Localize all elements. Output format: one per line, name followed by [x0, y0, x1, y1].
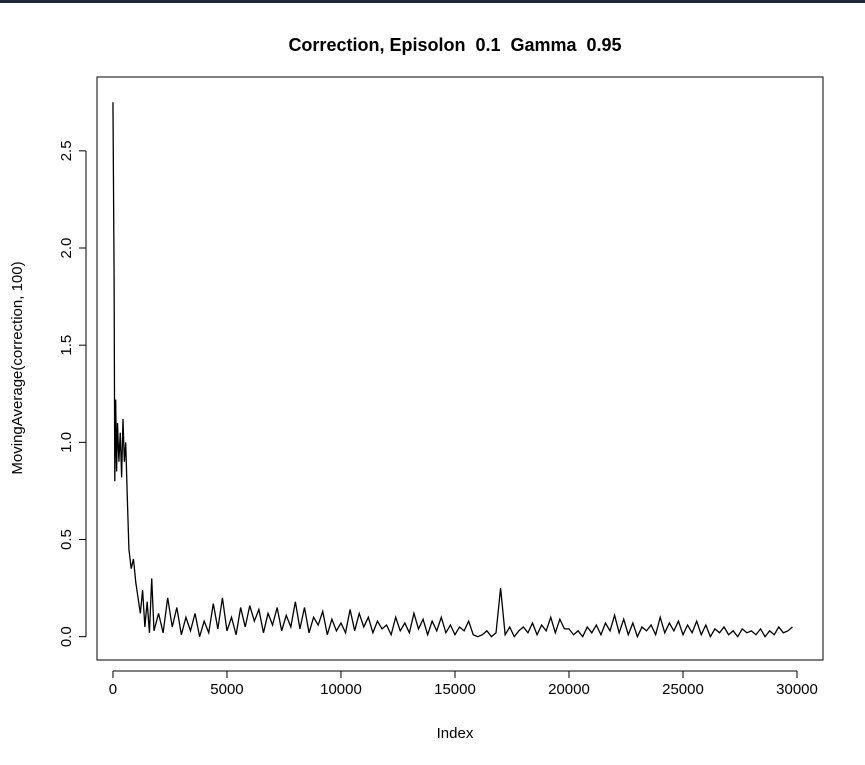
y-tick-label: 2.5 — [58, 140, 75, 161]
y-tick-label: 2.0 — [58, 238, 75, 259]
y-tick-label: 1.0 — [58, 432, 75, 453]
plot-box — [96, 76, 824, 661]
x-tick-label: 15000 — [434, 681, 476, 698]
x-tick-label: 10000 — [320, 681, 362, 698]
x-tick-label: 25000 — [662, 681, 704, 698]
window-top-bar — [0, 0, 865, 3]
data-line — [112, 102, 793, 639]
x-axis-title: Index — [437, 725, 474, 742]
x-tick-label: 20000 — [548, 681, 590, 698]
y-tick-label: 1.5 — [58, 335, 75, 356]
x-tick-label: 0 — [109, 681, 117, 698]
y-tick-label: 0.0 — [58, 626, 75, 647]
y-axis-title: MovingAverage(correction, 100) — [9, 261, 26, 474]
chart-title: Correction, Episolon 0.1 Gamma 0.95 — [288, 35, 621, 55]
x-tick-label: 5000 — [210, 681, 243, 698]
x-tick-label: 30000 — [776, 681, 818, 698]
y-tick-label: 0.5 — [58, 529, 75, 550]
